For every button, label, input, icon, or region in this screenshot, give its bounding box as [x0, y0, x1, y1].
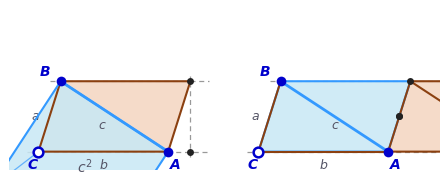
Text: c: c — [98, 119, 105, 132]
Text: a: a — [32, 110, 39, 123]
Text: B: B — [260, 65, 270, 79]
Text: C: C — [28, 158, 38, 172]
Text: A: A — [390, 158, 401, 172]
Text: c: c — [331, 119, 338, 132]
Text: C: C — [248, 158, 258, 172]
Text: b: b — [319, 159, 327, 172]
Text: B: B — [40, 65, 50, 79]
Text: $c^2$: $c^2$ — [77, 157, 92, 176]
Text: b: b — [99, 159, 107, 172]
Text: A: A — [170, 158, 181, 172]
Text: a: a — [252, 110, 259, 123]
